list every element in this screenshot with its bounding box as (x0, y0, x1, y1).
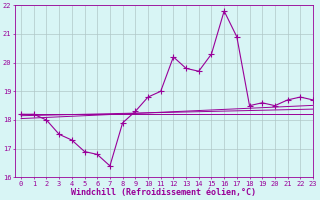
X-axis label: Windchill (Refroidissement éolien,°C): Windchill (Refroidissement éolien,°C) (71, 188, 256, 197)
